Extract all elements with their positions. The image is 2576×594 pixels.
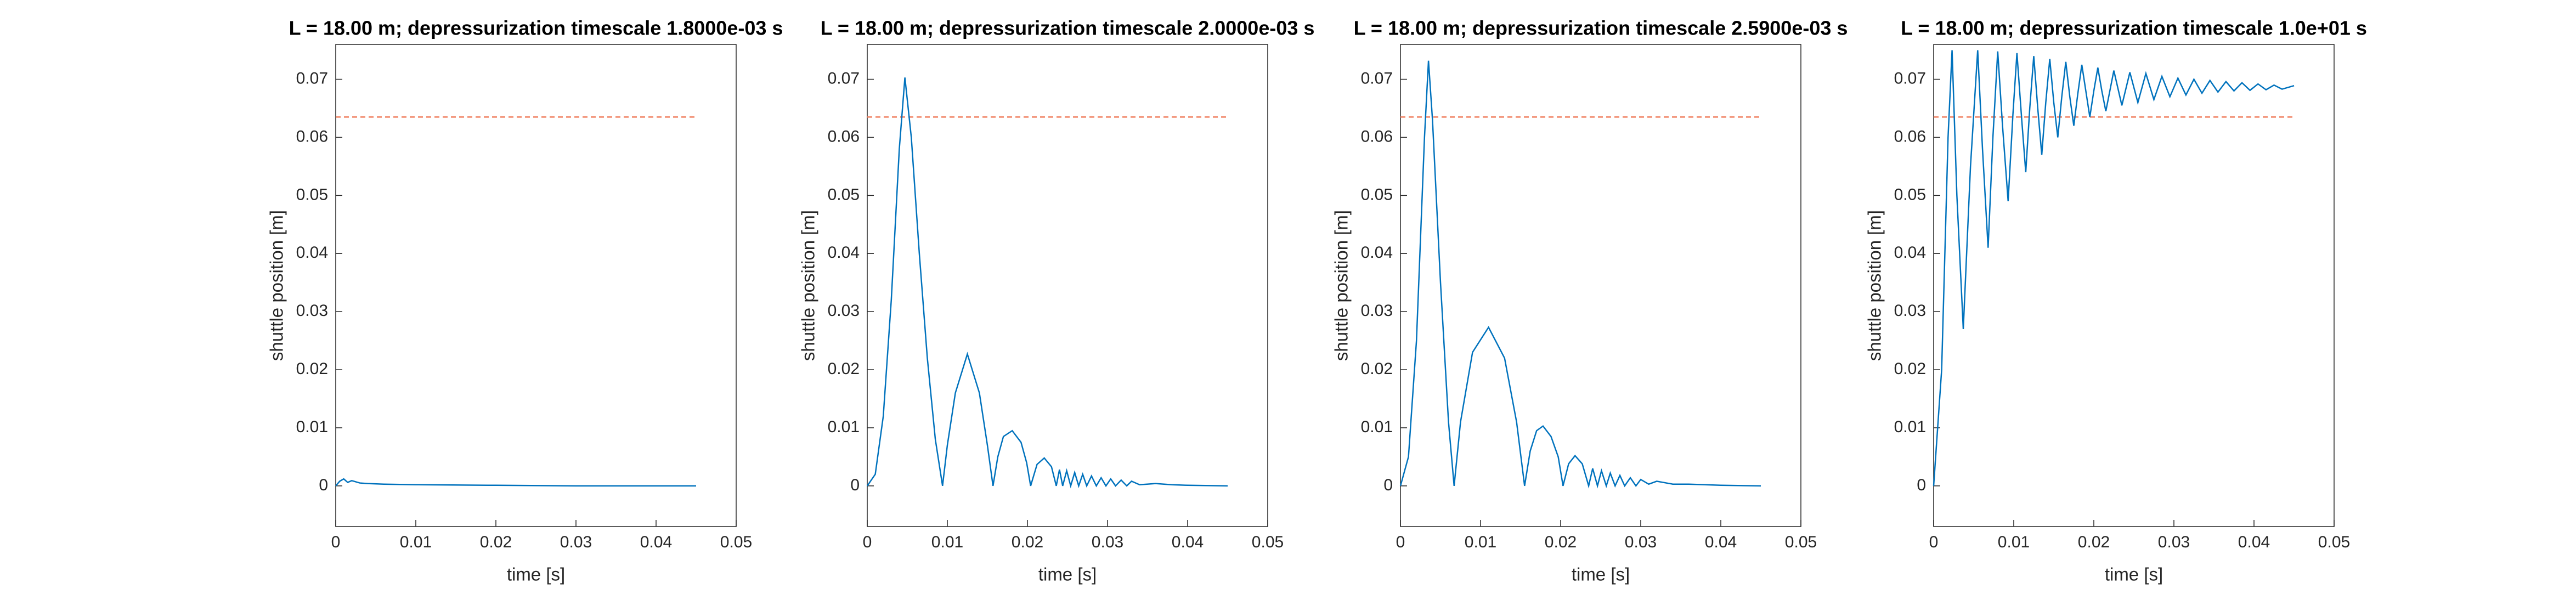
- y-tick-label: 0.07: [1894, 69, 1926, 87]
- x-tick-label: 0: [331, 533, 341, 551]
- y-tick-label: 0.07: [296, 69, 328, 87]
- x-tick-label: 0.01: [400, 533, 432, 551]
- y-tick-label: 0.03: [828, 302, 860, 320]
- y-axis-label: shuttle position [m]: [798, 210, 818, 361]
- chart-title: L = 18.00 m; depressurization timescale …: [1354, 17, 1848, 39]
- y-tick-label: 0.04: [1894, 244, 1926, 262]
- data-line: [866, 77, 1228, 489]
- subplot: 0 0.01 0.02 0.03 0.04 0.05 0 0.01 0.02 0.03 0.04 0.…: [1865, 17, 2367, 585]
- y-tick-label: 0.06: [1894, 127, 1926, 145]
- x-axis-label: time [s]: [1038, 564, 1097, 585]
- x-tick-label: 0.01: [1465, 533, 1496, 551]
- x-tick-label: 0.02: [1545, 533, 1577, 551]
- y-tick-label: 0.03: [1894, 302, 1926, 320]
- axes-box: [335, 44, 737, 527]
- y-tick-label: 0.07: [828, 69, 860, 87]
- subplot: 0 0.01 0.02 0.03 0.04 0.05 0 0.01 0.02 0.03 0.04 0.…: [1331, 17, 1848, 585]
- x-tick-label: 0.03: [1092, 533, 1123, 551]
- y-tick-label: 0.05: [1894, 185, 1926, 203]
- x-tick-label: 0.04: [2238, 533, 2270, 551]
- y-tick-label: 0.03: [1361, 302, 1393, 320]
- x-tick-label: 0.05: [2318, 533, 2350, 551]
- chart-title: L = 18.00 m; depressurization timescale …: [289, 17, 783, 39]
- x-tick-label: 0.02: [1012, 533, 1043, 551]
- axes-box: [867, 44, 1268, 527]
- x-tick-label: 0: [863, 533, 872, 551]
- y-tick-label: 0: [1917, 476, 1926, 494]
- data-line: [335, 478, 696, 487]
- axes-box: [1400, 44, 1801, 527]
- x-tick-label: 0.05: [720, 533, 752, 551]
- y-tick-label: 0.04: [828, 244, 860, 262]
- subplot: 0 0.01 0.02 0.03 0.04 0.05 0 0.01 0.02 0.03 0.04 0.…: [267, 17, 783, 585]
- subplot: 0 0.01 0.02 0.03 0.04 0.05 0 0.01 0.02 0.03 0.04 0.…: [798, 17, 1315, 585]
- y-tick-label: 0.02: [1894, 360, 1926, 378]
- y-tick-label: 0.07: [1361, 69, 1393, 87]
- x-tick-label: 0.01: [931, 533, 963, 551]
- x-tick-label: 0.04: [1172, 533, 1204, 551]
- chart-title: L = 18.00 m; depressurization timescale …: [821, 17, 1315, 39]
- x-tick-label: 0.03: [2158, 533, 2190, 551]
- x-tick-label: 0.02: [2078, 533, 2110, 551]
- y-tick-label: 0.04: [1361, 244, 1393, 262]
- x-tick-label: 0: [1929, 533, 1939, 551]
- x-tick-label: 0.05: [1252, 533, 1284, 551]
- y-axis-label: shuttle position [m]: [1865, 210, 1885, 361]
- y-tick-label: 0.06: [1361, 127, 1393, 145]
- x-axis-label: time [s]: [2105, 564, 2163, 585]
- y-tick-label: 0.06: [828, 127, 860, 145]
- x-tick-label: 0.01: [1998, 533, 2030, 551]
- x-tick-label: 0.03: [560, 533, 592, 551]
- axes-box: [1933, 44, 2335, 527]
- y-tick-label: 0.02: [1361, 360, 1393, 378]
- y-tick-label: 0: [850, 476, 860, 494]
- x-tick-label: 0: [1396, 533, 1405, 551]
- x-axis-label: time [s]: [507, 564, 565, 585]
- y-tick-label: 0: [319, 476, 328, 494]
- x-tick-label: 0.04: [640, 533, 672, 551]
- y-tick-label: 0.05: [828, 185, 860, 203]
- y-tick-label: 0.03: [296, 302, 328, 320]
- y-tick-label: 0.06: [296, 127, 328, 145]
- y-tick-label: 0.04: [296, 244, 328, 262]
- y-tick-label: 0.01: [1894, 418, 1926, 436]
- data-line: [1399, 60, 1761, 489]
- y-tick-label: 0.01: [296, 418, 328, 436]
- x-axis-label: time [s]: [1572, 564, 1630, 585]
- chart-title: L = 18.00 m; depressurization timescale …: [1901, 17, 2367, 39]
- y-axis-label: shuttle position [m]: [267, 210, 287, 361]
- y-tick-label: 0.05: [296, 185, 328, 203]
- y-tick-label: 0: [1383, 476, 1393, 494]
- y-tick-label: 0.05: [1361, 185, 1393, 203]
- x-tick-label: 0.02: [480, 533, 512, 551]
- y-tick-label: 0.01: [1361, 418, 1393, 436]
- y-tick-label: 0.01: [828, 418, 860, 436]
- data-line: [1933, 50, 2295, 486]
- x-tick-label: 0.05: [1785, 533, 1817, 551]
- y-axis-label: shuttle position [m]: [1331, 210, 1352, 361]
- x-tick-label: 0.03: [1625, 533, 1657, 551]
- y-tick-label: 0.02: [296, 360, 328, 378]
- y-tick-label: 0.02: [828, 360, 860, 378]
- x-tick-label: 0.04: [1705, 533, 1737, 551]
